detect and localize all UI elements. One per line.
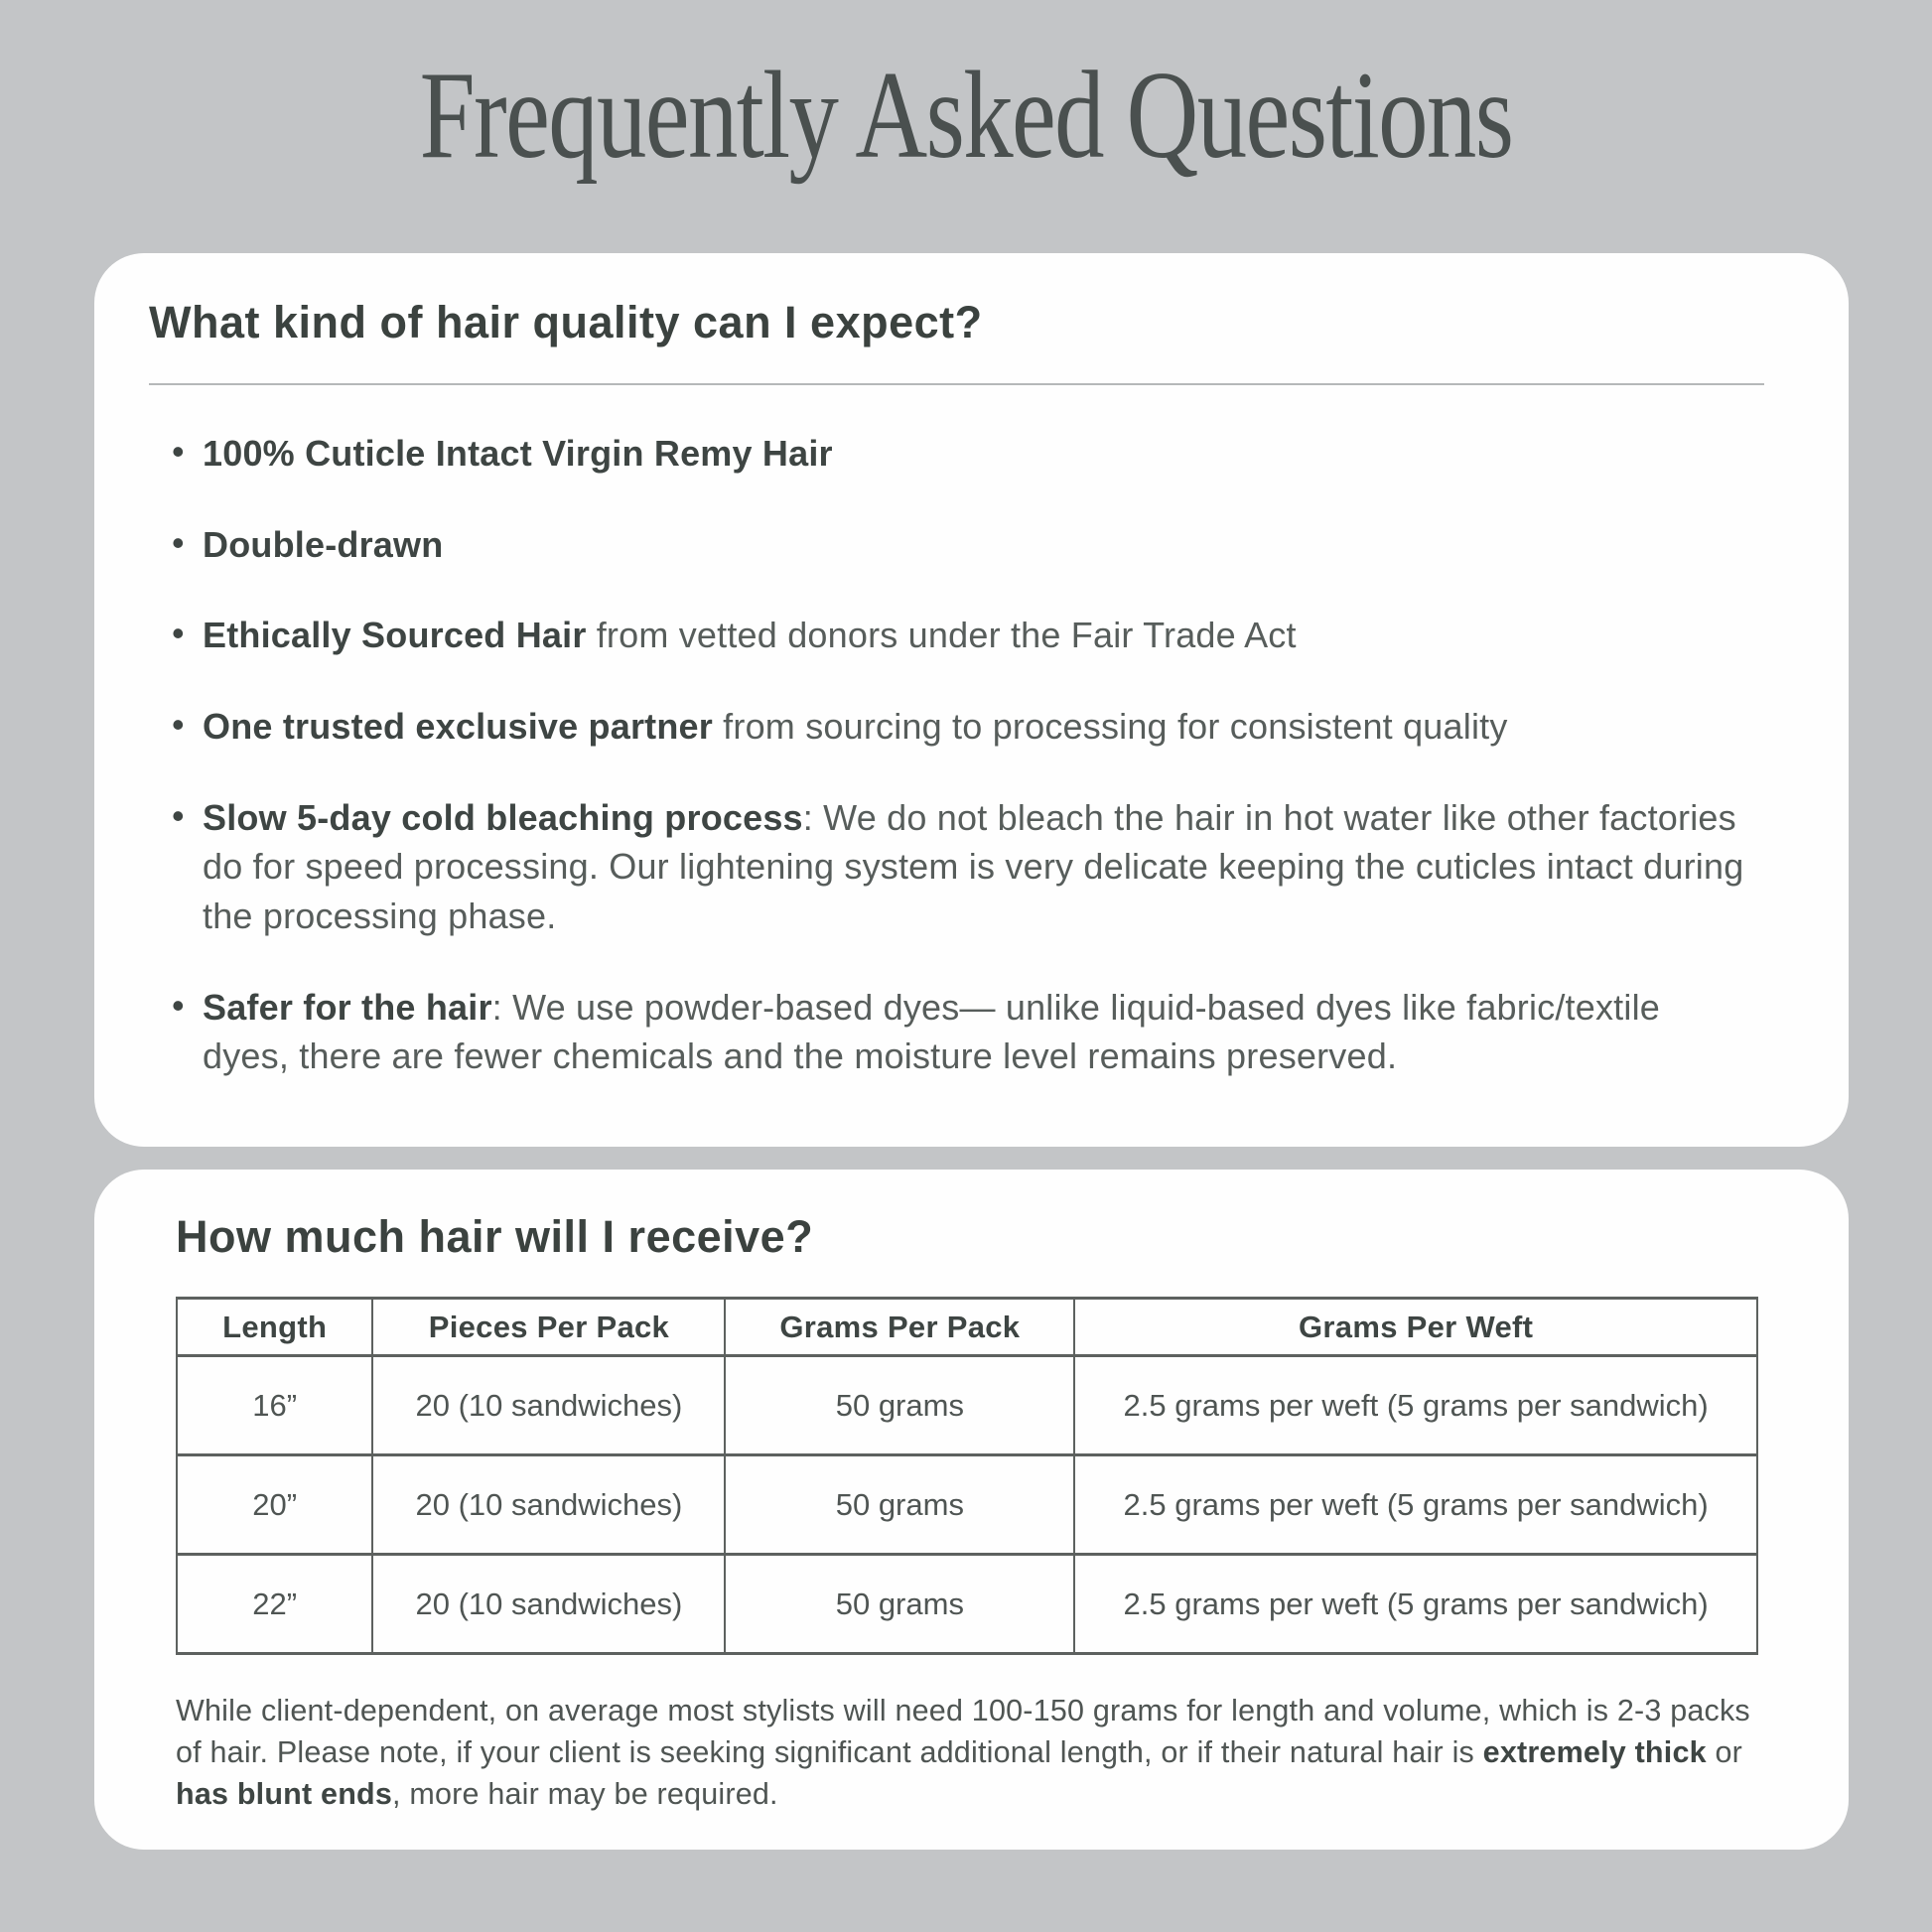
list-item: One trusted exclusive partner from sourc… (172, 700, 1750, 752)
table-cell: 20” (175, 1453, 374, 1556)
question-heading-quality: What kind of hair quality can I expect? (149, 297, 983, 347)
bullet-bold-text: Safer for the hair (203, 986, 492, 1028)
table-cell: 16” (175, 1354, 374, 1456)
note-text: While client-dependent, on average most … (176, 1694, 1750, 1769)
hair-amount-table: Length Pieces Per Pack Grams Per Pack Gr… (175, 1297, 1758, 1655)
bullet-bold-text: Slow 5-day cold bleaching process (203, 796, 803, 838)
table-cell: 50 grams (724, 1553, 1076, 1655)
table-header-row: Length Pieces Per Pack Grams Per Pack Gr… (175, 1297, 1758, 1357)
bullet-rest-text: : We do not bleach the hair in hot water… (203, 796, 1744, 937)
list-item: Safer for the hair: We use powder-based … (172, 981, 1750, 1081)
question-heading-quantity: How much hair will I receive? (176, 1211, 814, 1262)
table-cell: 2.5 grams per weft (5 grams per sandwich… (1073, 1354, 1758, 1456)
bullet-bold-text: One trusted exclusive partner (203, 706, 713, 748)
note-paragraph: While client-dependent, on average most … (176, 1691, 1764, 1815)
quality-bullet-list: 100% Cuticle Intact Virgin Remy Hair Dou… (172, 427, 1794, 1081)
note-bold-text: has blunt ends (176, 1776, 393, 1811)
page-title: Frequently Asked Questions (419, 47, 1514, 185)
table-header-cell-grams-weft: Grams Per Weft (1073, 1297, 1758, 1357)
bullet-rest-text: : We use powder-based dyes— unlike liqui… (203, 986, 1661, 1077)
note-text: or (1706, 1734, 1742, 1769)
table-row: 16” 20 (10 sandwiches) 50 grams 2.5 gram… (175, 1354, 1758, 1456)
table-cell: 20 (10 sandwiches) (371, 1354, 727, 1456)
divider-line (149, 383, 1764, 385)
table-cell: 50 grams (724, 1354, 1076, 1456)
table-cell: 2.5 grams per weft (5 grams per sandwich… (1073, 1453, 1758, 1556)
note-text: , more hair may be required. (392, 1776, 778, 1811)
note-bold-text: extremely thick (1482, 1734, 1707, 1769)
table-cell: 2.5 grams per weft (5 grams per sandwich… (1073, 1553, 1758, 1655)
table-cell: 20 (10 sandwiches) (371, 1453, 727, 1556)
faq-card-quantity: How much hair will I receive? Length Pie… (94, 1170, 1849, 1850)
table-row: 22” 20 (10 sandwiches) 50 grams 2.5 gram… (175, 1553, 1758, 1655)
table-header-cell-pieces: Pieces Per Pack (371, 1297, 727, 1357)
table-cell: 22” (175, 1553, 374, 1655)
bullet-bold-text: 100% Cuticle Intact Virgin Remy Hair (203, 433, 833, 474)
list-item: Ethically Sourced Hair from vetted donor… (172, 609, 1750, 660)
bullet-rest-text: from vetted donors under the Fair Trade … (586, 615, 1297, 656)
bullet-bold-text: Ethically Sourced Hair (203, 615, 587, 656)
table-row: 20” 20 (10 sandwiches) 50 grams 2.5 gram… (175, 1453, 1758, 1556)
table-header-cell-grams-pack: Grams Per Pack (724, 1297, 1076, 1357)
table-cell: 50 grams (724, 1453, 1076, 1556)
table-cell: 20 (10 sandwiches) (371, 1553, 727, 1655)
bullet-bold-text: Double-drawn (203, 523, 444, 565)
table-header-cell-length: Length (175, 1297, 374, 1357)
list-item: 100% Cuticle Intact Virgin Remy Hair (172, 427, 1750, 479)
bullet-rest-text: from sourcing to processing for consiste… (712, 706, 1508, 748)
list-item: Double-drawn (172, 518, 1750, 570)
list-item: Slow 5-day cold bleaching process: We do… (172, 791, 1750, 941)
faq-card-quality: What kind of hair quality can I expect? … (94, 253, 1849, 1147)
